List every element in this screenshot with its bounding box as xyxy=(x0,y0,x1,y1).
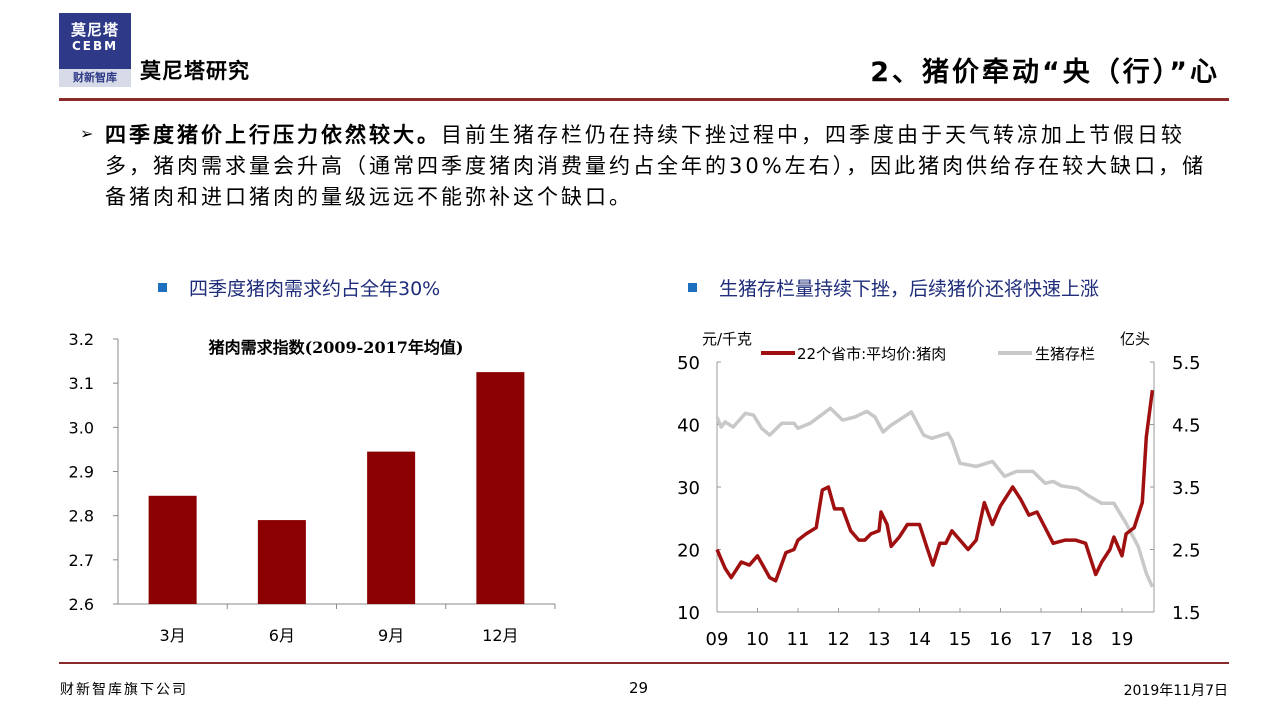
body-paragraph: 四季度猪价上行压力依然较大。目前生猪存栏仍在持续下挫过程中，四季度由于天气转凉加… xyxy=(105,120,1220,213)
x-tick-label: 3月 xyxy=(160,626,186,645)
x-tick-label: 12月 xyxy=(482,626,518,645)
footer-divider xyxy=(59,662,1229,664)
x-tick-label: 12 xyxy=(827,629,850,650)
footer-company: 财新智库旗下公司 xyxy=(60,682,188,698)
left-chart-heading-text: 四季度猪肉需求约占全年30% xyxy=(189,278,441,300)
x-tick-label: 18 xyxy=(1070,629,1093,650)
left-chart-heading: 四季度猪肉需求约占全年30% xyxy=(158,274,440,301)
y-tick-label: 3.1 xyxy=(69,374,94,393)
x-tick-label: 09 xyxy=(706,629,729,650)
left-y-tick-label: 40 xyxy=(677,416,700,437)
series-line-pork-price xyxy=(715,389,1155,583)
square-bullet-icon xyxy=(688,283,697,292)
y-tick-label: 3.0 xyxy=(69,418,94,437)
arrow-bullet-icon: ➢ xyxy=(80,124,94,143)
legend-label-pork-price: 22个省市:平均价:猪肉 xyxy=(797,345,946,363)
y-tick-label: 2.6 xyxy=(69,595,94,614)
section-title: 2、猪价牵动“央（行）”心 xyxy=(870,57,1220,88)
y-tick-label: 2.9 xyxy=(69,463,94,482)
x-tick-label: 6月 xyxy=(269,626,295,645)
logo-text-cn: 莫尼塔 xyxy=(70,21,119,39)
right-y-tick-label: 2.5 xyxy=(1172,541,1201,562)
x-tick-label: 16 xyxy=(989,629,1012,650)
x-tick-label: 9月 xyxy=(378,626,404,645)
x-tick-label: 14 xyxy=(908,629,931,650)
left-y-tick-label: 20 xyxy=(677,541,700,562)
brand-name: 莫尼塔研究 xyxy=(140,58,250,83)
x-tick-label: 15 xyxy=(949,629,972,650)
y-tick-label: 3.2 xyxy=(69,330,94,349)
y-tick-label: 2.7 xyxy=(69,551,94,570)
left-y-tick-label: 10 xyxy=(677,603,700,624)
bar-chart-title: 猪肉需求指数(2009-2017年均值) xyxy=(208,338,464,357)
left-y-tick-label: 50 xyxy=(677,353,700,374)
right-y-tick-label: 3.5 xyxy=(1172,478,1201,499)
x-tick-label: 10 xyxy=(746,629,769,650)
logo: 莫尼塔 CEBM 财新智库 xyxy=(59,13,131,87)
body-lead: 四季度猪价上行压力依然较大。 xyxy=(105,123,441,147)
bar xyxy=(367,451,416,604)
series-line-hog-inventory xyxy=(715,406,1154,588)
bar xyxy=(476,372,525,604)
x-tick-label: 11 xyxy=(787,629,810,650)
right-chart-heading: 生猪存栏量持续下挫，后续猪价还将快速上涨 xyxy=(688,274,1099,301)
logo-subtext: 财新智库 xyxy=(59,69,131,87)
y-tick-label: 2.8 xyxy=(69,507,94,526)
x-tick-label: 13 xyxy=(868,629,891,650)
page-number: 29 xyxy=(629,679,649,697)
square-bullet-icon xyxy=(158,283,167,292)
right-y-tick-label: 1.5 xyxy=(1172,603,1201,624)
right-y-tick-label: 5.5 xyxy=(1172,353,1201,374)
left-axis-unit: 元/千克 xyxy=(702,330,752,348)
left-y-tick-label: 30 xyxy=(677,478,700,499)
right-chart-heading-text: 生猪存栏量持续下挫，后续猪价还将快速上涨 xyxy=(719,278,1100,300)
right-y-tick-label: 4.5 xyxy=(1172,416,1201,437)
bar xyxy=(148,495,197,604)
bar-chart: 猪肉需求指数(2009-2017年均值) 2.6 2.7 2.8 2.9 3.0 3.1 3… xyxy=(69,330,556,645)
footer-date: 2019年11月7日 xyxy=(1123,683,1228,699)
x-tick-label: 17 xyxy=(1030,629,1053,650)
logo-text-en: CEBM xyxy=(71,39,119,53)
right-axis-unit: 亿头 xyxy=(1120,330,1150,348)
x-tick-label: 19 xyxy=(1111,629,1134,650)
header-divider xyxy=(59,98,1229,101)
body-text: 目前生猪存栏仍在持续下挫过程中，四季度由于天气转凉加上节假日较多，猪肉需求量会升… xyxy=(105,123,1207,209)
bar xyxy=(257,520,306,604)
legend-label-hog-inventory: 生猪存栏 xyxy=(1035,345,1095,363)
